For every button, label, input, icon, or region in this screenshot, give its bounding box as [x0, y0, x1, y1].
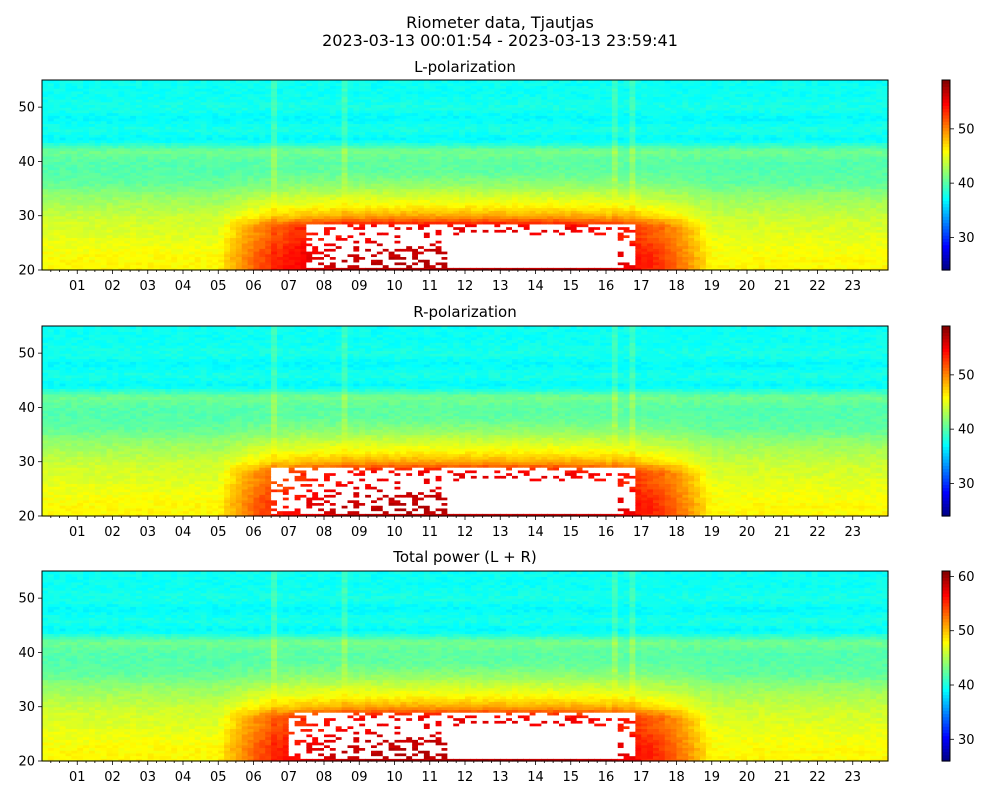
heatmap-cells — [42, 80, 889, 271]
panel-title: L-polarization — [414, 58, 516, 76]
figure-title: Riometer data, Tjautjas — [406, 13, 594, 32]
figure-subtitle: 2023-03-13 00:01:54 - 2023-03-13 23:59:4… — [322, 31, 678, 50]
